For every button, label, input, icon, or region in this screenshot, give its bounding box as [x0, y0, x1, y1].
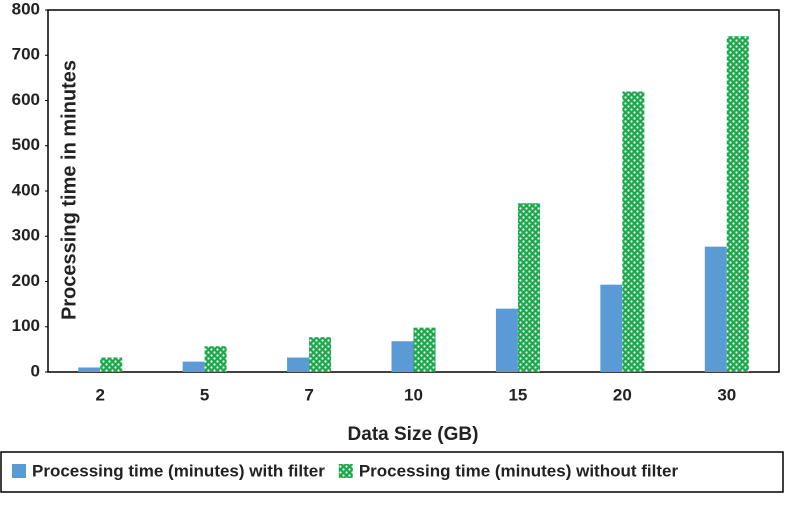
y-tick-label: 200	[12, 271, 40, 290]
legend-frame	[0, 451, 784, 493]
x-tick-label: 2	[95, 385, 104, 404]
y-tick-label: 700	[12, 45, 40, 64]
x-tick-label: 20	[613, 385, 632, 404]
x-axis-title: Data Size (GB)	[348, 424, 479, 445]
y-tick-label: 800	[12, 0, 40, 18]
x-tick-label: 10	[404, 385, 423, 404]
bar	[182, 361, 205, 372]
y-tick-label: 100	[12, 316, 40, 335]
bar	[517, 203, 540, 372]
bar	[622, 91, 645, 372]
legend-label: Processing time (minutes) without filter	[359, 461, 679, 480]
bar	[287, 357, 310, 372]
plot-frame	[47, 9, 780, 373]
bar	[704, 246, 727, 372]
bar	[495, 308, 518, 372]
bar	[600, 284, 623, 372]
y-tick-label: 0	[31, 361, 40, 380]
legend-swatch	[338, 464, 353, 478]
y-axis-title: Processing time in minutes	[58, 60, 80, 320]
x-tick-label: 30	[717, 385, 736, 404]
bar	[309, 337, 332, 372]
y-tick-label: 600	[12, 90, 40, 109]
x-tick-label: 5	[200, 385, 209, 404]
bar	[391, 341, 414, 372]
bar	[204, 346, 227, 372]
legend-label: Processing time (minutes) with filter	[32, 461, 325, 480]
x-tick-label: 15	[508, 385, 527, 404]
bar	[726, 36, 749, 373]
legend-swatch	[12, 464, 26, 478]
y-tick-label: 400	[12, 180, 40, 199]
y-tick-label: 500	[12, 135, 40, 154]
bar	[100, 357, 123, 372]
bar	[78, 367, 101, 372]
bar	[413, 327, 436, 372]
y-tick-label: 300	[12, 226, 40, 245]
x-tick-label: 7	[304, 385, 313, 404]
